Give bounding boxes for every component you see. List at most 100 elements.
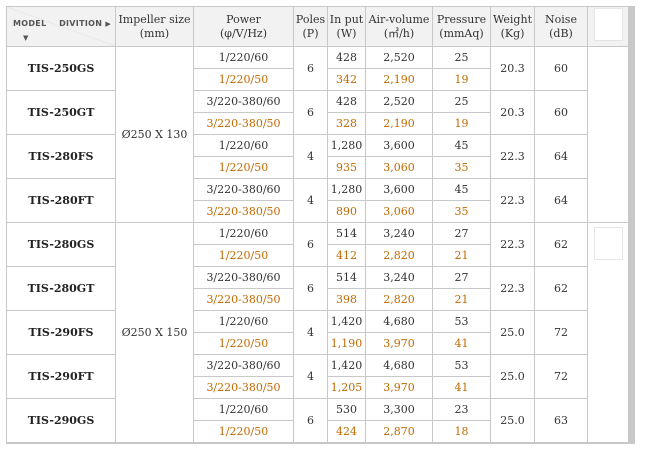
pressure-cell: 53	[433, 355, 490, 376]
input-cell: 328	[328, 113, 365, 134]
noise-cell: 72	[535, 355, 587, 398]
table-row: 1/220/50 342 2,190 19	[7, 69, 628, 90]
header-weight: Weight (Kg)	[491, 7, 534, 46]
pressure-cell: 45	[433, 135, 490, 156]
sort-down-icon[interactable]: ▼	[23, 34, 29, 42]
weight-cell: 20.3	[491, 91, 534, 134]
model-name-cell: TIS-280FT	[7, 179, 115, 222]
header-noise: Noise (dB)	[535, 7, 587, 46]
input-cell: 1,280	[328, 179, 365, 200]
power-cell: 1/220/60	[194, 223, 293, 244]
table-row: 3/220-380/50 328 2,190 19	[7, 113, 628, 134]
spec-table-body: TIS-250GS Ø250 X 130 1/220/60 6 428 2,520 25 20…	[7, 47, 628, 442]
pressure-cell: 21	[433, 245, 490, 266]
pressure-cell: 21	[433, 289, 490, 310]
air-volume-cell: 3,970	[366, 377, 432, 398]
table-row: TIS-290FS 1/220/60 4 1,420 4,680 53 25.0 72	[7, 311, 628, 354]
input-cell: 398	[328, 289, 365, 310]
table-row: TIS-280GT 3/220-380/60 6 514 3,240 27 22.3 62	[7, 267, 628, 310]
model-name-cell: TIS-290FS	[7, 311, 115, 354]
noise-cell: 64	[535, 179, 587, 222]
corner-divider-line	[7, 7, 115, 46]
air-volume-cell: 2,870	[366, 421, 432, 442]
table-row: TIS-280FS 1/220/60 4 1,280 3,600 45 22.3 64	[7, 135, 628, 178]
header-power: Power (φ/V/Hz)	[194, 7, 293, 46]
power-cell: 1/220/60	[194, 399, 293, 420]
input-cell: 342	[328, 69, 365, 90]
header-model-divition-corner[interactable]: MODEL ▼ DIVITION ▶	[7, 7, 115, 46]
noise-cell: 63	[535, 399, 587, 442]
pressure-cell: 19	[433, 113, 490, 134]
power-cell: 3/220-380/50	[194, 289, 293, 310]
input-cell: 428	[328, 47, 365, 68]
pressure-cell: 25	[433, 47, 490, 68]
power-cell: 3/220-380/60	[194, 355, 293, 376]
power-cell: 1/220/50	[194, 245, 293, 266]
pressure-cell: 41	[433, 333, 490, 354]
pressure-cell: 35	[433, 201, 490, 222]
pressure-cell: 27	[433, 267, 490, 288]
power-cell: 1/220/60	[194, 311, 293, 332]
power-cell: 1/220/50	[194, 421, 293, 442]
poles-cell: 6	[294, 399, 327, 442]
power-cell: 1/220/50	[194, 157, 293, 178]
weight-cell: 22.3	[491, 223, 534, 266]
model-name-cell: TIS-290FT	[7, 355, 115, 398]
model-name-cell: TIS-250GS	[7, 47, 115, 90]
input-cell: 1,420	[328, 311, 365, 332]
air-volume-cell: 4,680	[366, 311, 432, 332]
model-name-cell: TIS-250GT	[7, 91, 115, 134]
power-cell: 3/220-380/50	[194, 377, 293, 398]
input-cell: 1,190	[328, 333, 365, 354]
pressure-cell: 53	[433, 311, 490, 332]
air-volume-cell: 3,060	[366, 157, 432, 178]
power-cell: 3/220-380/60	[194, 91, 293, 112]
poles-cell: 4	[294, 179, 327, 222]
table-row: TIS-290FT 3/220-380/60 4 1,420 4,680 53 25.0 72	[7, 355, 628, 398]
power-cell: 3/220-380/60	[194, 179, 293, 200]
pressure-cell: 18	[433, 421, 490, 442]
input-cell: 514	[328, 223, 365, 244]
poles-cell: 6	[294, 47, 327, 90]
air-volume-cell: 4,680	[366, 355, 432, 376]
noise-cell: 62	[535, 223, 587, 266]
weight-cell: 22.3	[491, 179, 534, 222]
weight-cell: 25.0	[491, 355, 534, 398]
table-row: 1/220/50 1,190 3,970 41	[7, 333, 628, 354]
table-row: 3/220-380/50 890 3,060 35	[7, 201, 628, 222]
noise-cell: 60	[535, 47, 587, 90]
chevron-right-icon[interactable]: ▶	[105, 20, 111, 28]
input-cell: 935	[328, 157, 365, 178]
blank-side-cell	[588, 47, 628, 222]
header-input: In put (W)	[328, 7, 365, 46]
input-cell: 1,205	[328, 377, 365, 398]
input-cell: 530	[328, 399, 365, 420]
pressure-cell: 41	[433, 377, 490, 398]
power-cell: 1/220/60	[194, 135, 293, 156]
table-row: 1/220/50 412 2,820 21	[7, 245, 628, 266]
power-cell: 3/220-380/60	[194, 267, 293, 288]
input-cell: 1,280	[328, 135, 365, 156]
air-volume-cell: 2,190	[366, 113, 432, 134]
air-volume-cell: 2,190	[366, 69, 432, 90]
air-volume-cell: 3,240	[366, 267, 432, 288]
power-cell: 3/220-380/50	[194, 201, 293, 222]
blank-side-cell	[588, 223, 628, 442]
header-model-label: MODEL	[13, 19, 47, 28]
poles-cell: 6	[294, 267, 327, 310]
pressure-cell: 27	[433, 223, 490, 244]
input-cell: 514	[328, 267, 365, 288]
table-row: 3/220-380/50 398 2,820 21	[7, 289, 628, 310]
table-row: TIS-290GS 1/220/60 6 530 3,300 23 25.0 63	[7, 399, 628, 442]
weight-cell: 25.0	[491, 311, 534, 354]
table-row: TIS-250GS Ø250 X 130 1/220/60 6 428 2,520 25 20…	[7, 47, 628, 222]
pressure-cell: 45	[433, 179, 490, 200]
air-volume-cell: 3,600	[366, 135, 432, 156]
air-volume-cell: 2,820	[366, 245, 432, 266]
input-cell: 424	[328, 421, 365, 442]
air-volume-cell: 3,240	[366, 223, 432, 244]
blank-image-placeholder	[593, 8, 623, 41]
blank-image-placeholder	[593, 227, 623, 260]
air-volume-cell: 2,520	[366, 91, 432, 112]
weight-cell: 20.3	[491, 47, 534, 90]
